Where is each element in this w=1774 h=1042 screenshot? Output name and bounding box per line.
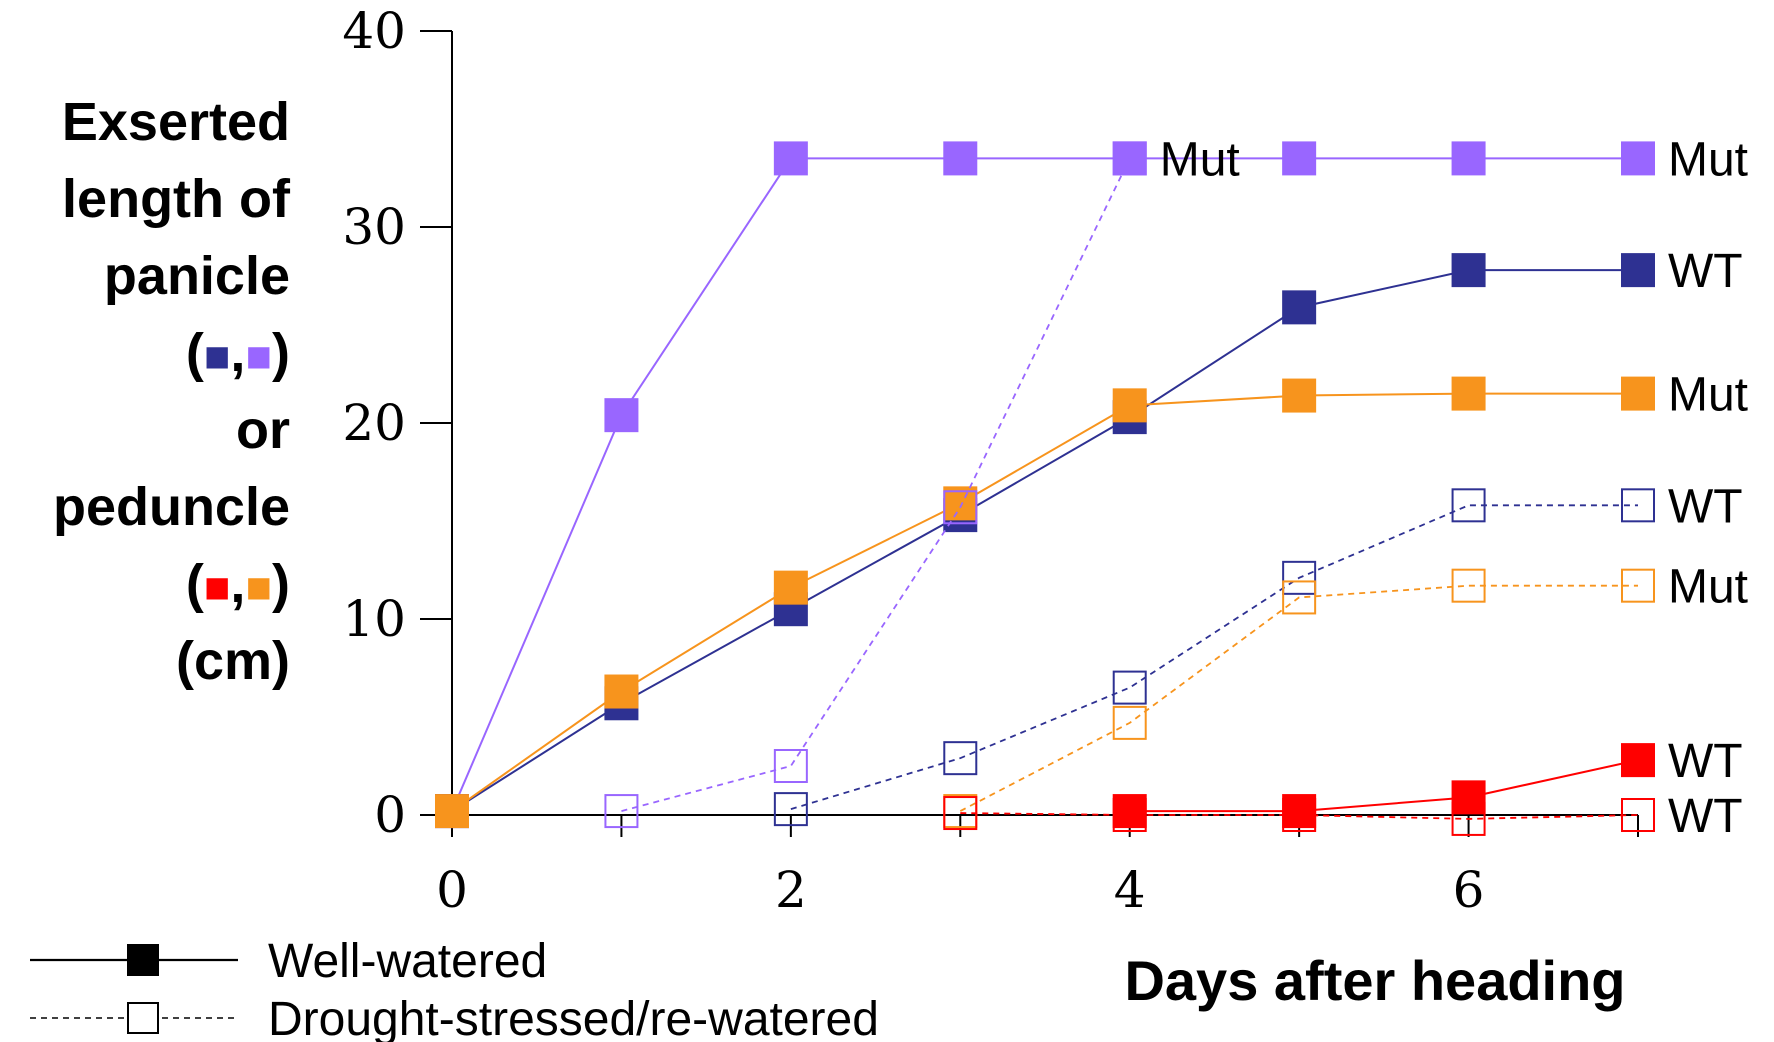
data-point [943,796,978,831]
y-tick-label: 10 [342,590,406,648]
legend-item: Drought-stressed/re-watered [30,993,879,1042]
data-point [1282,141,1317,176]
data-point [1112,141,1147,176]
data-point [1451,780,1486,815]
series-3 [773,488,1655,827]
x-tick-label: 0 [436,861,468,919]
y-axis-title-line: (■,■) [186,554,290,614]
data-point [604,674,639,709]
series-line [959,584,1638,812]
series-5 [604,141,1147,829]
x-tick-label: 2 [775,861,807,919]
series-line [1129,759,1639,813]
data-point [1621,568,1655,603]
data-point [1282,378,1317,413]
series-7 [943,796,1655,836]
data-point [1451,253,1486,288]
series-line [960,812,1639,820]
data-point [1282,290,1317,325]
data-point [773,749,808,783]
series-line [621,158,1131,812]
series-label: Mut [1668,561,1748,614]
series-line [451,269,1638,812]
series-0 [435,141,1655,829]
data-point [1621,253,1655,288]
series-1 [435,253,1655,829]
series-4 [943,568,1655,829]
series-label: Mut [1668,133,1748,186]
series-label: Mut [1668,369,1748,422]
data-point [1282,798,1317,832]
y-tick-label: 20 [342,394,406,452]
ticks: 0 10 20 30 40 0 2 4 6 [342,2,1639,919]
y-tick-label: 40 [342,2,406,60]
y-tick-label: 30 [342,198,406,256]
data-point [1621,488,1655,523]
data-point [1282,560,1317,595]
series-label: WT [1668,480,1743,533]
legend: Well-watered Drought-stressed/re-watered [30,935,879,1042]
data-point [1451,376,1486,411]
y-axis-title-line: peduncle [53,477,290,537]
series-layer [435,141,1655,836]
legend-item: Well-watered [30,935,547,988]
legend-marker [127,1002,159,1034]
data-point [773,792,808,827]
series-line [451,157,1638,812]
data-point [1621,743,1655,778]
legend-label: Well-watered [268,935,547,988]
series-line [451,392,1638,812]
data-point [1282,580,1317,615]
y-axis-title-line: (■,■) [186,323,290,383]
data-point [1451,801,1486,836]
data-point [943,141,978,176]
data-point [1112,798,1147,832]
data-point [1621,141,1655,176]
legend-marker [127,944,159,976]
y-axis-title-line: or [236,400,290,460]
x-tick-label: 4 [1114,861,1146,919]
x-tick-label: 6 [1453,861,1485,919]
data-point [1621,376,1655,411]
data-point [1112,670,1147,705]
data-point [435,794,469,829]
legend-label: Drought-stressed/re-watered [268,993,879,1042]
data-point [1451,488,1486,523]
data-point [1621,798,1655,832]
data-point [604,398,639,433]
y-axis-title-line: (cm) [176,631,290,691]
series-line [790,504,1638,810]
data-point [1112,705,1147,740]
data-point [604,794,639,829]
data-point [943,490,978,525]
data-point [1112,388,1147,423]
data-point [943,741,978,776]
series-label: WT [1668,790,1743,843]
data-point [1451,141,1486,176]
data-point [773,141,808,176]
series-label: WT [1668,245,1743,298]
y-axis-title-line: length of [62,169,291,229]
x-axis-title: Days after heading [1124,949,1625,1012]
y-axis-title-line: panicle [104,246,290,306]
y-tick-label: 0 [374,786,406,844]
data-point [1451,568,1486,603]
y-axis-title: Exserted length of panicle (■,■) or peduncle (… [53,92,291,691]
series-2 [435,376,1655,829]
series-label: Mut [1160,133,1240,186]
series-label: WT [1668,735,1743,788]
data-point [773,570,808,605]
series-6 [1112,743,1655,829]
y-axis-title-line: Exserted [62,92,290,152]
